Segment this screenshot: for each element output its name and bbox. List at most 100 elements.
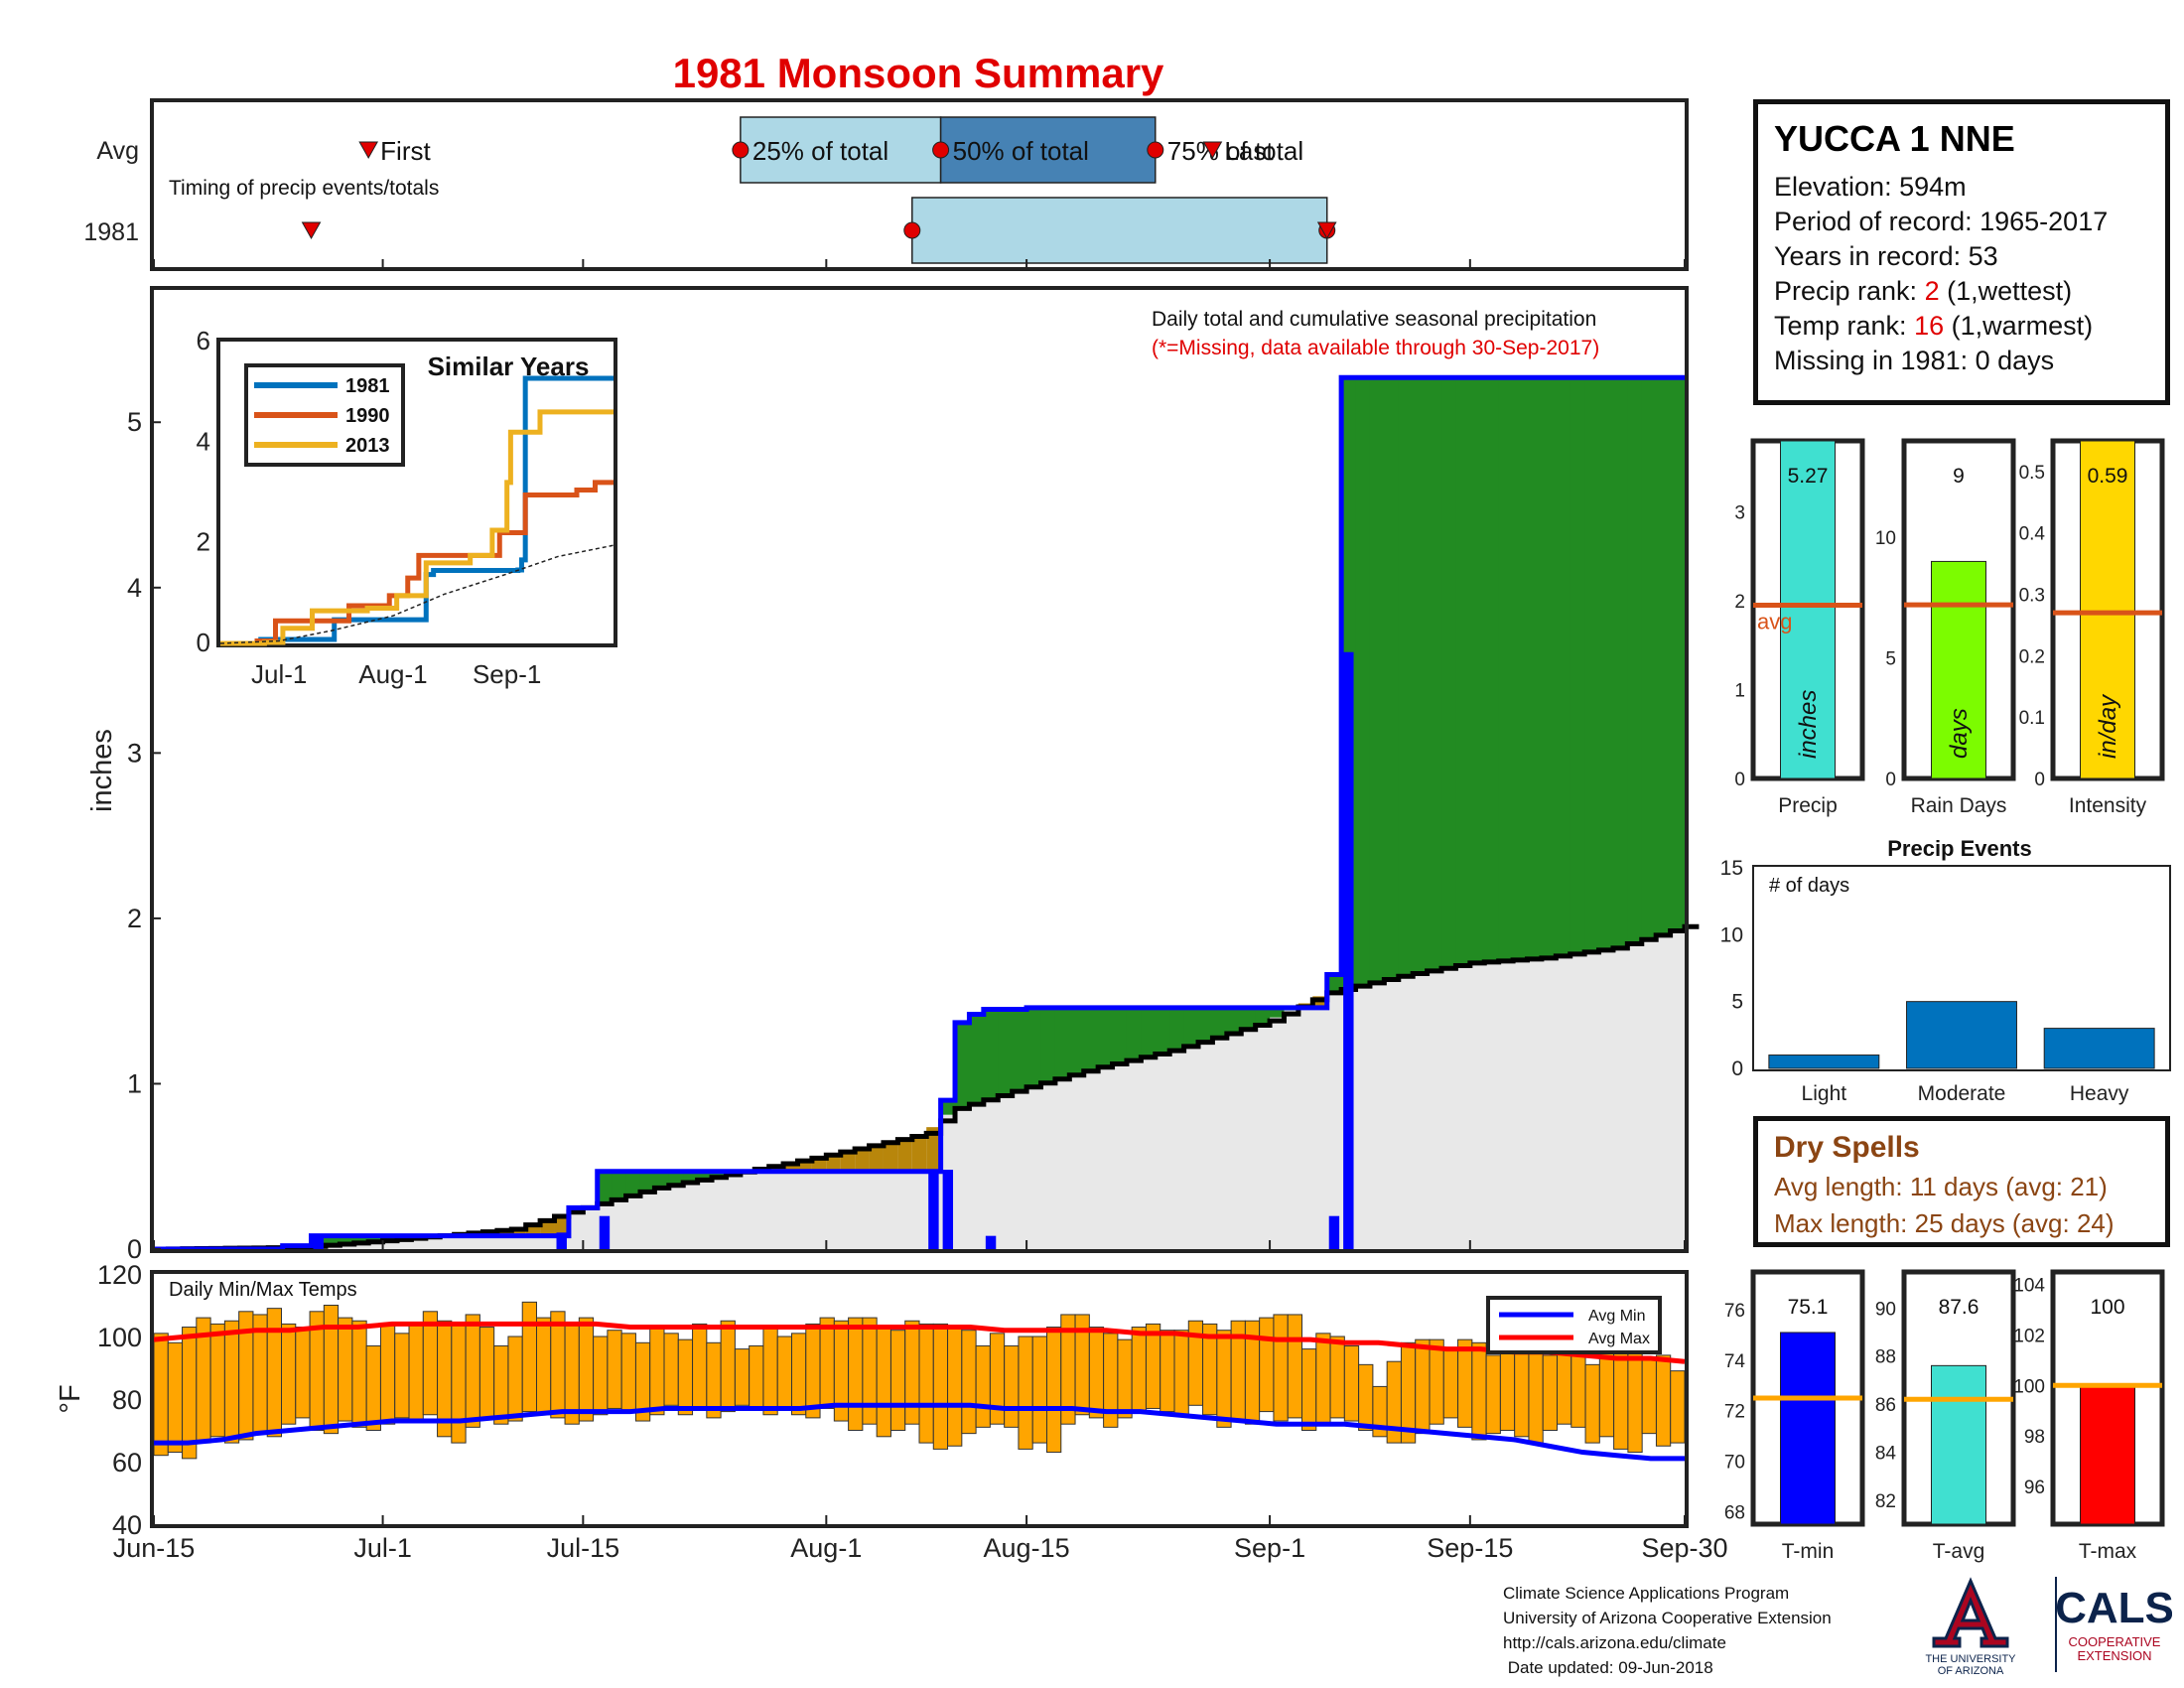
above-avg-segment — [1656, 377, 1672, 933]
daily-temp-bar — [1301, 1348, 1317, 1431]
inset-series-2013 — [220, 409, 614, 646]
above-avg-segment — [1126, 1007, 1142, 1059]
avg-fill-segment — [583, 1205, 599, 1249]
daily-temp-bar — [720, 1320, 736, 1413]
daily-temp-bar — [167, 1341, 184, 1454]
avg-p50-label: 50% of total — [953, 136, 1089, 166]
below-avg-segment — [855, 1147, 871, 1172]
above-avg-segment — [325, 1235, 341, 1245]
daily-temp-bar — [1343, 1344, 1360, 1422]
daily-temp-bar — [1655, 1354, 1672, 1447]
avg-fill-segment — [1498, 960, 1514, 1249]
above-avg-segment — [1413, 377, 1429, 973]
daily-temp-bar — [649, 1327, 665, 1416]
avg-fill-segment — [1069, 1072, 1085, 1249]
above-avg-segment — [654, 1171, 670, 1188]
temps-ytick-label: 60 — [112, 1448, 142, 1477]
cumulative-1981-line — [154, 374, 1685, 1252]
avg-fill-segment — [1326, 991, 1342, 1249]
avg-fill-segment — [1255, 1023, 1271, 1249]
credit-line: Climate Science Applications Program — [1503, 1584, 1790, 1603]
below-avg-segment — [797, 1159, 813, 1172]
avg-first-label: First — [380, 136, 431, 166]
inset-legend-label: 2013 — [345, 435, 390, 457]
avg-fill-segment — [1398, 974, 1414, 1249]
above-avg-segment — [1441, 377, 1456, 967]
avg-fill-segment — [1355, 984, 1371, 1249]
daily-temp-bar — [1415, 1338, 1431, 1435]
above-avg-segment — [639, 1171, 655, 1191]
daily-precip-bar — [556, 1232, 567, 1249]
above-avg-segment — [1069, 1007, 1085, 1073]
stat-bar — [2080, 1384, 2135, 1525]
date-xtick-label: Aug-15 — [984, 1533, 1070, 1563]
daily-temp-bar — [932, 1323, 949, 1450]
dry-spells-max: Max length: 25 days (avg: 24) — [1774, 1208, 2115, 1238]
avg-fill-segment — [1369, 981, 1385, 1249]
precip-panel: inches Daily total and cumulative season… — [86, 286, 1700, 1264]
station-elevation: Elevation: 594m — [1774, 172, 1967, 202]
avg-fill-segment — [1226, 1031, 1242, 1249]
stat-value-label: 5.27 — [1788, 465, 1829, 488]
daily-temp-bar — [1358, 1363, 1374, 1431]
inset-xtick-label: Sep-1 — [473, 659, 541, 689]
below-avg-segment — [897, 1138, 913, 1172]
avg-fill-segment — [768, 1165, 784, 1249]
similar-years-inset: Similar Years 1981 1990 2013 0 2 4 6 Jul-1 Aug-… — [197, 326, 617, 689]
avg-fill-segment — [754, 1168, 770, 1249]
avg-p75-marker — [1147, 141, 1164, 159]
missing-days: Missing in 1981: 0 days — [1774, 346, 2055, 375]
daily-temp-bar — [1627, 1348, 1643, 1454]
avg-fill-segment — [1627, 941, 1643, 1249]
daily-precip-bar — [928, 1170, 939, 1249]
daily-temp-bar — [889, 1330, 906, 1431]
stat-label: Rain Days — [1911, 794, 2007, 817]
avg-fill-segment — [1083, 1068, 1099, 1249]
daily-temp-bar — [1514, 1344, 1530, 1438]
daily-temp-bar — [209, 1323, 225, 1438]
stat-unit-label: in/day — [2095, 693, 2121, 759]
above-avg-segment — [1427, 377, 1442, 970]
event-bar-moderate — [1906, 1001, 2017, 1069]
daily-temp-bar — [904, 1320, 920, 1425]
daily-temp-bar — [465, 1314, 480, 1428]
avg-fill-segment — [368, 1241, 384, 1249]
avg-fill-segment — [1670, 928, 1686, 1249]
year-p25-marker — [903, 221, 921, 239]
avg-fill-segment — [1297, 1003, 1313, 1249]
stat-ytick-label: 0.4 — [2019, 524, 2046, 545]
stat-ytick-label: 68 — [1724, 1502, 1745, 1523]
avg-fill-segment — [1541, 956, 1557, 1249]
below-avg-segment — [926, 1127, 942, 1172]
daily-temp-bar — [408, 1323, 424, 1422]
above-avg-segment — [1398, 377, 1414, 975]
above-avg-segment — [1255, 1007, 1271, 1024]
precip-subheader: (*=Missing, data available through 30-Se… — [1152, 337, 1599, 359]
avg-fill-segment — [1441, 966, 1456, 1249]
daily-temp-bar — [848, 1317, 864, 1431]
avg-fill-segment — [1527, 958, 1543, 1249]
daily-temp-bar — [1471, 1341, 1487, 1441]
avg-fill-segment — [1183, 1044, 1199, 1249]
average-cumulative-line — [154, 923, 1700, 1252]
above-avg-segment — [1270, 1007, 1285, 1018]
daily-temp-bar — [1557, 1344, 1572, 1425]
timing-panel: Avg 1981 Timing of precip events/totals … — [83, 98, 1689, 271]
station-name: YUCCA 1 NNE — [1774, 118, 2015, 159]
above-avg-segment — [1541, 377, 1557, 957]
above-avg-segment — [1570, 377, 1585, 953]
above-avg-segment — [1670, 377, 1686, 929]
avg-fill-segment — [1198, 1040, 1213, 1249]
above-avg-segment — [1498, 377, 1514, 961]
precip-ytick-label: 5 — [127, 407, 142, 437]
daily-temp-bar — [1329, 1336, 1345, 1419]
daily-temp-bar — [593, 1336, 609, 1416]
inset-series-1981 — [220, 375, 614, 646]
daily-temp-bar — [876, 1327, 891, 1438]
avg-fill-segment — [712, 1176, 727, 1249]
above-avg-segment — [1198, 1007, 1213, 1041]
stat-ytick-label: 96 — [2024, 1477, 2045, 1498]
cals-logo: CALS COOPERATIVE EXTENSION — [2055, 1577, 2172, 1672]
